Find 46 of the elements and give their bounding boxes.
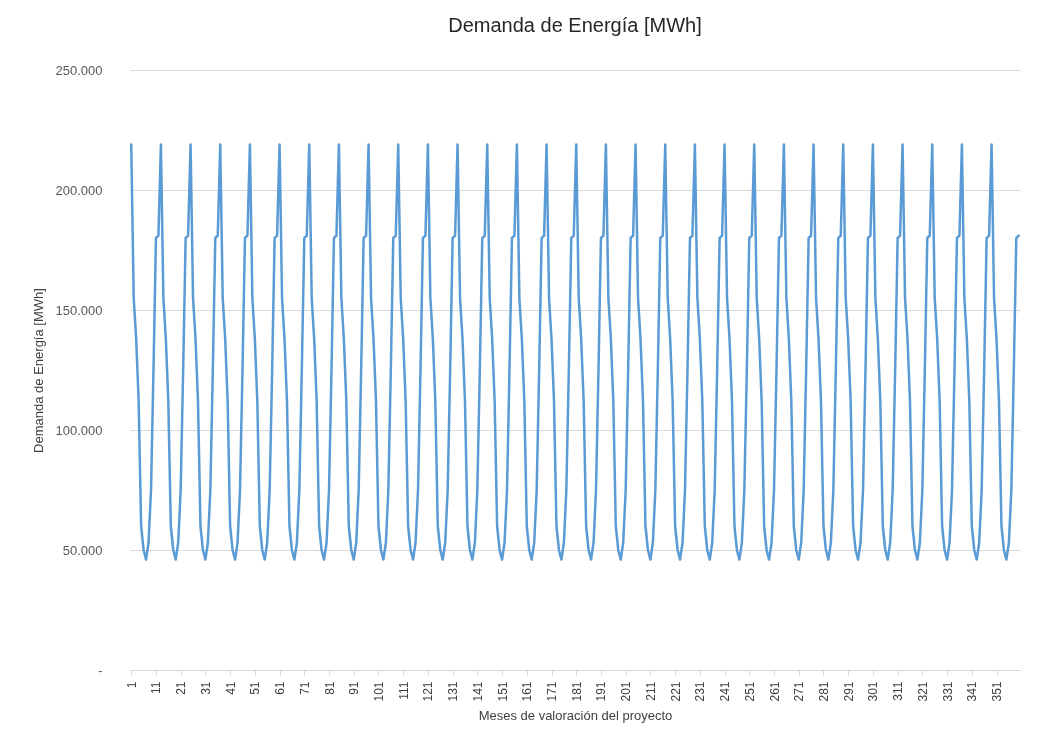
- x-tick-label: 121: [421, 681, 436, 702]
- x-tick-label: 261: [767, 681, 782, 702]
- x-tick-label: 151: [495, 681, 510, 702]
- chart-title: Demanda de Energía [MWh]: [448, 14, 702, 36]
- x-tick-label: 211: [643, 681, 658, 701]
- y-tick-label: 150.000: [55, 302, 103, 318]
- x-tick-label: 311: [891, 681, 906, 701]
- x-tick-label: 71: [297, 681, 312, 695]
- x-tick-label: 31: [198, 681, 213, 695]
- x-tick-label: 251: [742, 681, 757, 702]
- x-tick-label: 231: [693, 681, 708, 702]
- x-tick-label: 341: [965, 681, 980, 702]
- x-tick-label: 21: [174, 681, 189, 695]
- x-tick-label: 141: [470, 681, 485, 702]
- y-axis-title: Demanda de Energía [MWh]: [30, 288, 46, 453]
- x-tick-label: 171: [545, 681, 560, 702]
- y-tick-label: 200.000: [55, 182, 103, 198]
- x-tick-label: 221: [668, 681, 683, 702]
- x-tick-label: 41: [223, 681, 238, 695]
- x-tick-label: 291: [841, 681, 856, 702]
- x-tick-label: 351: [990, 681, 1005, 702]
- x-tick-label: 111: [396, 681, 411, 700]
- x-tick-label: 191: [594, 681, 609, 702]
- x-tick-label: 161: [520, 681, 535, 702]
- y-tick-label: 100.000: [55, 422, 103, 438]
- x-tick-label: 331: [940, 681, 955, 702]
- x-tick-label: 91: [347, 681, 362, 695]
- x-axis-title: Meses de valoración del proyecto: [478, 707, 673, 723]
- x-tick-label: 271: [792, 681, 807, 702]
- x-tick-label: 81: [322, 681, 337, 695]
- x-tick-label: 201: [619, 681, 634, 702]
- x-tick-label: 241: [718, 681, 733, 702]
- line-series: [129, 143, 1021, 561]
- x-tick-label: 131: [446, 681, 461, 702]
- x-tick-label: 11: [149, 681, 164, 694]
- y-tick-label: 50.000: [62, 542, 103, 558]
- x-tick-label: 301: [866, 681, 881, 702]
- x-tick-label: 281: [816, 681, 831, 702]
- y-tick-label: 250.000: [55, 62, 103, 78]
- x-tick-label: 181: [569, 681, 584, 702]
- x-tick-label: 321: [915, 681, 930, 702]
- x-tick-label: 101: [371, 681, 386, 702]
- x-tick-label: 51: [248, 681, 263, 695]
- y-tick-label: -: [98, 662, 103, 678]
- x-tick-label: 61: [273, 681, 288, 695]
- x-tick-label: 1: [124, 681, 139, 689]
